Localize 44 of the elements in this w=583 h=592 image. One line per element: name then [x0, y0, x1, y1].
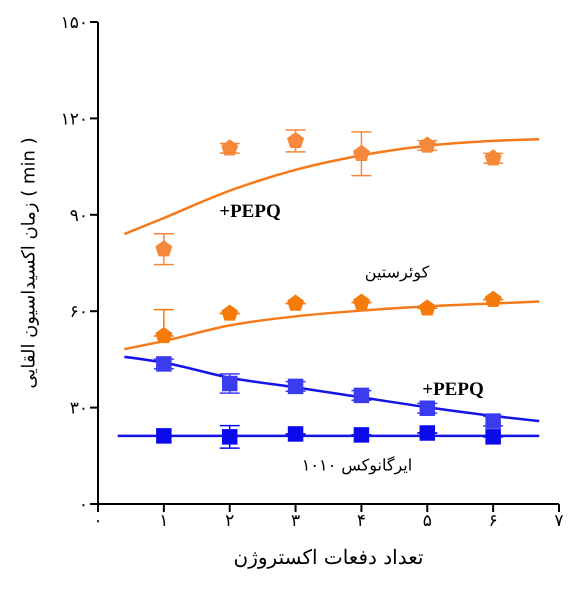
y-tick-label: ۳۰: [70, 398, 88, 419]
y-axis-title: زمان اکسیداسیون القایی ( min ): [18, 137, 40, 389]
y-tick-label: ۱۵۰: [60, 13, 88, 34]
y-tick-label: ۱۲۰: [60, 109, 88, 130]
point: [288, 426, 304, 442]
x-tick-label: ۵: [422, 511, 432, 532]
y-tick-label: ۹۰: [70, 206, 88, 226]
annotation: +PEPQ: [219, 201, 281, 223]
point: [484, 290, 502, 307]
point: [353, 144, 370, 161]
x-axis-title: تعداد دفعات اکستروژن: [234, 545, 424, 569]
y-tick-label: ۶۰: [70, 302, 88, 322]
point: [287, 132, 304, 148]
point: [354, 388, 370, 404]
point: [485, 429, 501, 445]
point: [221, 304, 238, 321]
x-tick-label: ۴: [356, 511, 366, 532]
x-tick-label: ۱: [159, 511, 168, 532]
x-tick-label: ۷: [554, 511, 564, 532]
point: [221, 140, 238, 156]
point: [156, 327, 172, 344]
point: [354, 427, 370, 443]
x-tick-label: ۳: [291, 511, 300, 532]
y-tick-label: ۰: [78, 495, 88, 516]
point: [418, 300, 436, 316]
annotation: +PEPQ: [422, 379, 484, 401]
line-series: [123, 138, 540, 236]
point: [287, 294, 304, 311]
point: [420, 400, 436, 416]
point: [353, 294, 370, 310]
point: [420, 425, 436, 441]
point: [156, 240, 172, 256]
point: [418, 136, 436, 153]
x-tick-label: ۰: [93, 511, 103, 532]
x-tick-label: ۲: [225, 511, 234, 532]
point: [222, 429, 238, 445]
x-tick-label: ۶: [488, 511, 498, 532]
point: [485, 413, 501, 429]
point: [288, 378, 304, 394]
point: [484, 149, 502, 166]
annotation: ایرگانوکس ۱۰۱۰: [302, 456, 412, 474]
annotation: کوئرستین: [364, 262, 430, 282]
point: [156, 428, 172, 444]
point: [156, 356, 172, 372]
